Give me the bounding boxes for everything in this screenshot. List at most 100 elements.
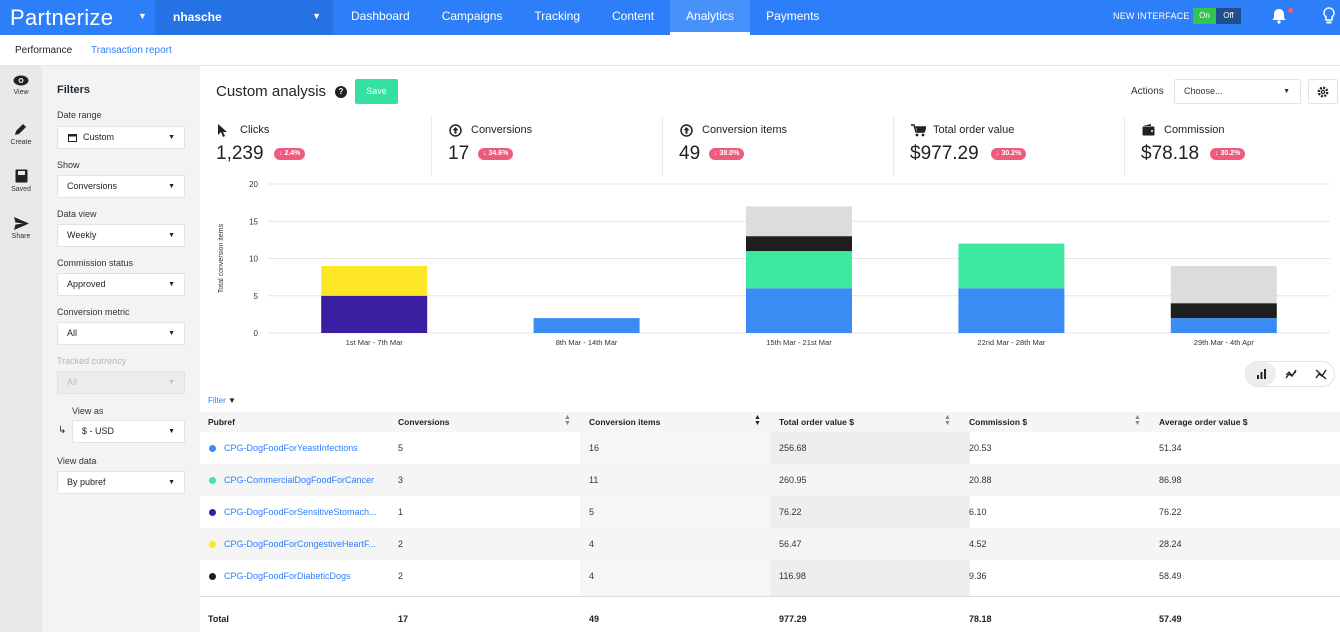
table-row[interactable]: CPG-DogFoodForSensitiveStomach... 1 5 76…: [200, 496, 1340, 528]
y-axis-label: Total conversion items: [218, 223, 225, 293]
nav-content[interactable]: Content: [612, 9, 655, 23]
show-label: Show: [57, 160, 80, 170]
kpi-change-badge: ↓ 38.0%: [709, 148, 745, 160]
lightbulb-icon[interactable]: [1322, 7, 1336, 25]
kpi-conversions: Conversions 17 ↓ 34.6%: [431, 116, 662, 176]
commission-cell: 9.36: [969, 571, 987, 581]
table-filter-link[interactable]: Filter ▼: [208, 396, 236, 405]
logo-caret-icon[interactable]: ▼: [138, 11, 147, 21]
table-row[interactable]: CPG-DogFoodForYeastInfections 5 16 256.6…: [200, 432, 1340, 464]
left-rail: View Create Saved Share: [0, 66, 42, 632]
line-view-button[interactable]: [1276, 362, 1306, 386]
pubref-link[interactable]: CPG-CommercialDogFoodForCancer: [224, 475, 375, 485]
total-items: 49: [589, 614, 600, 624]
nav-tracking[interactable]: Tracking: [534, 9, 580, 23]
gear-icon: [1317, 86, 1329, 98]
y-tick-label: 0: [254, 329, 259, 338]
date-range-select[interactable]: Custom ▼: [57, 126, 185, 149]
kpi-label: Commission: [1164, 124, 1225, 136]
rail-saved[interactable]: Saved: [0, 169, 42, 193]
account-selector[interactable]: nhasche ▼: [155, 0, 333, 35]
y-tick-label: 10: [249, 255, 258, 264]
table-row[interactable]: CPG-CommercialDogFoodForCancer 3 11 260.…: [200, 464, 1340, 496]
avg-cell: 76.22: [1159, 507, 1182, 517]
col-commission[interactable]: Commission $: [969, 417, 1028, 427]
settings-button[interactable]: [1308, 79, 1338, 104]
items-cell: 4: [589, 571, 595, 581]
bar-segment: [746, 288, 852, 333]
view-as-select[interactable]: $ - USD ▼: [72, 420, 185, 443]
nav-dashboard[interactable]: Dashboard: [351, 9, 410, 23]
nav-campaigns[interactable]: Campaigns: [441, 9, 503, 23]
conversion-metric-value: All: [67, 328, 78, 338]
stacked-bar-chart[interactable]: 0 5 10 15 20 Total conversion items 1st Mar - …: [200, 176, 1340, 356]
table-header: Pubref Conversions ▲ ▼ Conversion items ▲…: [200, 412, 1340, 432]
kpi-clicks: Clicks 1,239 ↓ 2.4%: [200, 116, 431, 176]
kpi-commission: Commission $78.18 ↓ 30.2%: [1124, 116, 1340, 176]
date-range-value: Custom: [83, 132, 115, 142]
view-as-label: View as: [72, 406, 104, 416]
bar-segment: [1170, 318, 1277, 333]
col-pubref[interactable]: Pubref: [208, 417, 235, 427]
series-color-dot: [209, 509, 216, 516]
rail-view[interactable]: View: [0, 75, 42, 96]
order-value-cell: 116.98: [779, 571, 806, 581]
pubref-link[interactable]: CPG-DogFoodForYeastInfections: [224, 443, 358, 453]
conversions-cell: 3: [398, 475, 404, 485]
wallet-icon: [1142, 124, 1155, 136]
sort-icon[interactable]: ▲ ▼: [944, 414, 951, 427]
col-average-order-value[interactable]: Average order value $: [1159, 417, 1248, 427]
new-interface-toggle[interactable]: On Off: [1193, 8, 1241, 24]
sort-icon[interactable]: ▲ ▼: [1134, 414, 1141, 427]
tab-performance[interactable]: Performance: [15, 45, 73, 56]
avg-cell: 51.34: [1159, 443, 1182, 453]
view-data-label: View data: [57, 456, 97, 466]
bar-segment: [958, 243, 1065, 289]
pubref-link[interactable]: CPG-DogFoodForDiabeticDogs: [224, 571, 351, 581]
hide-chart-button[interactable]: [1306, 362, 1336, 386]
rail-share[interactable]: Share: [0, 217, 42, 240]
partnerize-logo[interactable]: Partnerize: [10, 5, 114, 30]
sort-icon[interactable]: ▲ ▼: [564, 414, 571, 427]
toggle-off[interactable]: Off: [1216, 8, 1241, 24]
funnel-icon: ▼: [228, 396, 236, 405]
kpi-value: 1,239: [216, 143, 264, 164]
pubref-link[interactable]: CPG-DogFoodForSensitiveStomach...: [224, 507, 377, 517]
table-row[interactable]: CPG-DogFoodForCongestiveHeartF... 2 4 56…: [200, 528, 1340, 560]
help-icon[interactable]: ?: [335, 86, 347, 98]
caret-down-icon: ▼: [168, 379, 175, 386]
commission-cell: 20.88: [969, 475, 992, 485]
show-select[interactable]: Conversions ▼: [57, 175, 185, 198]
conversion-metric-select[interactable]: All ▼: [57, 322, 185, 345]
nav-payments[interactable]: Payments: [766, 9, 820, 23]
caret-down-icon: ▼: [168, 281, 175, 288]
save-button[interactable]: Save: [355, 79, 398, 104]
filters-panel: Filters Date range Custom ▼ Show Conversi…: [42, 66, 200, 632]
commission-cell: 20.53: [969, 443, 992, 453]
x-tick-label: 15th Mar - 21st Mar: [766, 338, 832, 347]
col-conversions[interactable]: Conversions: [398, 417, 450, 427]
col-conversion-items[interactable]: Conversion items: [589, 417, 661, 427]
caret-down-icon: ▼: [168, 232, 175, 239]
items-cell: 11: [589, 475, 599, 485]
indent-arrow-icon: ↳: [58, 425, 67, 436]
caret-down-icon: ▼: [168, 330, 175, 337]
nav-analytics[interactable]: Analytics: [670, 0, 751, 35]
commission-status-select[interactable]: Approved ▼: [57, 273, 185, 296]
view-data-select[interactable]: By pubref ▼: [57, 471, 185, 494]
actions-select[interactable]: Choose... ▼: [1174, 79, 1301, 104]
tab-transaction-report[interactable]: Transaction report: [91, 45, 172, 56]
col-total-order-value[interactable]: Total order value $: [779, 417, 854, 427]
table-row[interactable]: CPG-DogFoodForDiabeticDogs 2 4 116.98 9.…: [200, 560, 1340, 592]
bar-view-button[interactable]: [1246, 362, 1276, 386]
notification-icon[interactable]: [1271, 8, 1287, 24]
x-tick-label: 22nd Mar - 28th Mar: [977, 338, 1045, 347]
sort-icon[interactable]: ▲ ▼: [754, 414, 761, 427]
rail-create[interactable]: Create: [0, 122, 42, 146]
actions-label: Actions: [1131, 86, 1164, 97]
toggle-on[interactable]: On: [1193, 8, 1216, 24]
data-view-select[interactable]: Weekly ▼: [57, 224, 185, 247]
total-label: Total: [208, 614, 229, 624]
main-nav: Dashboard Campaigns Tracking Content Ana…: [335, 0, 835, 35]
pubref-link[interactable]: CPG-DogFoodForCongestiveHeartF...: [224, 539, 377, 549]
